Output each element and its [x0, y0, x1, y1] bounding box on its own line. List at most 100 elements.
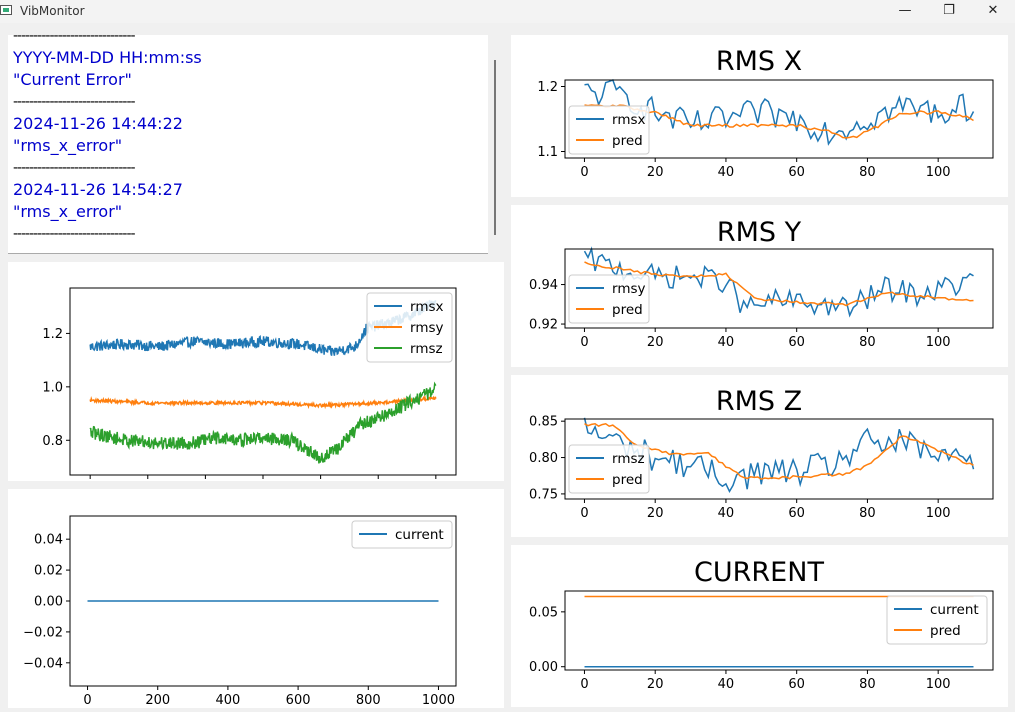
y-tick-label: −0.04 — [23, 656, 63, 671]
current-chart: CURRENT 0 20 40 60 80 100 0.00 0.05 current pred — [529, 557, 994, 692]
window-title: VibMonitor — [20, 4, 85, 18]
log-scroll-thumb[interactable] — [494, 60, 496, 235]
y-tick-label: 1.1 — [537, 145, 558, 160]
y-tick-label: 0.8 — [42, 434, 63, 449]
x-tick-label: 0 — [83, 693, 91, 708]
close-button[interactable]: ✕ — [987, 3, 999, 18]
legend-label: pred — [612, 133, 643, 149]
chart-legend: rmsx pred — [568, 105, 650, 155]
chart-title: CURRENT — [694, 557, 824, 588]
log-entry: 2024-11-26 14:54:27 — [13, 180, 183, 199]
rms-y-chart: RMS Y 0 20 40 60 80 100 0.92 0.94 rmsy pred — [529, 217, 994, 350]
chart-legend: current pred — [886, 595, 988, 645]
current-overview-panel: 0 200 400 600 800 1000 0.04 0.02 0.00 −0.02 −0.04 c… — [8, 489, 504, 708]
title-bar: VibMonitor — ❐ ✕ — [0, 0, 1015, 23]
x-tick-label: 20 — [647, 165, 664, 180]
legend-label: pred — [930, 623, 961, 639]
current-overview-chart: 0 200 400 600 800 1000 0.04 0.02 0.00 −0.02 −0.04 c… — [23, 515, 457, 708]
x-tick-label: 80 — [859, 506, 876, 521]
chart-legend: rmsz pred — [568, 444, 650, 494]
x-tick-label: 60 — [788, 335, 805, 350]
x-tick-label: 60 — [788, 165, 805, 180]
minimize-button[interactable]: — — [898, 3, 912, 18]
app-icon — [0, 5, 12, 15]
x-tick-label: 40 — [718, 677, 735, 692]
rms-x-chart: RMS X 0 20 40 60 80 100 1.1 1.2 rmsx pred — [537, 46, 994, 180]
x-tick-label: 60 — [788, 677, 805, 692]
legend-box — [366, 292, 453, 363]
series-line-rmsy — [89, 394, 437, 410]
chart-legend: current — [351, 520, 453, 549]
legend-label: rmsy — [612, 281, 646, 297]
legend-label: rmsz — [612, 451, 645, 467]
x-tick-label: 100 — [926, 506, 951, 521]
x-tick-label: 80 — [859, 335, 876, 350]
x-tick-label: 100 — [926, 165, 951, 180]
series-line-rmsx — [584, 79, 975, 146]
x-tick-label: 200 — [145, 693, 170, 708]
x-tick-label: 20 — [647, 335, 664, 350]
chart-legend: rmsx rmsy rmsz — [366, 292, 453, 363]
rms-z-chart: RMS Z 0 20 40 60 80 100 0.75 0.80 0.85 rmsz pred — [529, 386, 994, 521]
maximize-button[interactable]: ❐ — [943, 3, 955, 18]
legend-label: pred — [612, 472, 643, 488]
current-panel: CURRENT 0 20 40 60 80 100 0.00 0.05 current pred — [511, 545, 1008, 707]
y-tick-label: 0.00 — [34, 595, 63, 610]
log-entry: 2024-11-26 14:44:22 — [13, 114, 183, 133]
legend-label: rmsx — [612, 112, 646, 128]
log-separator: ------------------------------ — [13, 94, 136, 110]
log-separator: ------------------------------ — [13, 226, 136, 242]
plot-frame — [564, 418, 994, 500]
series-line-rmsz — [89, 381, 437, 464]
log-entry: "rms_x_error" — [13, 202, 123, 221]
legend-label: pred — [612, 302, 643, 318]
y-tick-label: 0.92 — [529, 318, 558, 333]
legend-box — [351, 520, 453, 549]
x-tick-label: 80 — [859, 677, 876, 692]
log-scrollbar[interactable] — [488, 35, 502, 253]
y-tick-label: 0.80 — [529, 451, 558, 466]
series-line-rmsy — [583, 246, 974, 318]
y-tick-label: 1.2 — [42, 327, 63, 342]
legend-label: current — [930, 602, 979, 618]
x-tick-label: 0 — [580, 165, 588, 180]
log-separator: ------------------------------ — [13, 160, 136, 176]
y-tick-label: 1.0 — [42, 380, 63, 395]
y-tick-label: 0.04 — [34, 533, 63, 548]
legend-label: rmsz — [410, 341, 443, 357]
plot-frame — [564, 79, 994, 159]
y-tick-label: 0.00 — [529, 660, 558, 675]
chart-title: RMS X — [716, 46, 802, 77]
error-log[interactable]: ------------------------------ YYYY-MM-DD… — [8, 35, 488, 254]
y-tick-label: 0.75 — [529, 487, 558, 502]
x-tick-label: 100 — [926, 677, 951, 692]
x-tick-label: 80 — [859, 165, 876, 180]
plot-frame — [564, 248, 994, 329]
log-entry: YYYY-MM-DD HH:mm:ss — [13, 48, 202, 67]
x-tick-label: 40 — [718, 506, 735, 521]
log-separator: ------------------------------ — [13, 35, 136, 44]
rms-z-panel: RMS Z 0 20 40 60 80 100 0.75 0.80 0.85 rmsz pred — [511, 375, 1008, 537]
x-tick-label: 800 — [356, 693, 381, 708]
legend-label: rmsx — [410, 299, 444, 315]
x-tick-label: 600 — [286, 693, 311, 708]
x-tick-label: 20 — [647, 506, 664, 521]
legend-label: rmsy — [410, 320, 444, 336]
rms-y-panel: RMS Y 0 20 40 60 80 100 0.92 0.94 rmsy pred — [511, 205, 1008, 367]
x-tick-label: 0 — [580, 335, 588, 350]
x-tick-label: 20 — [647, 677, 664, 692]
x-tick-label: 40 — [718, 335, 735, 350]
x-tick-label: 60 — [788, 506, 805, 521]
x-tick-label: 100 — [926, 335, 951, 350]
x-tick-label: 0 — [580, 677, 588, 692]
rms-x-panel: RMS X 0 20 40 60 80 100 1.1 1.2 rmsx pred — [511, 35, 1008, 197]
x-tick-label: 400 — [215, 693, 240, 708]
plot-frame — [564, 590, 994, 671]
chart-legend: rmsy pred — [568, 274, 650, 324]
log-entry: "Current Error" — [13, 70, 132, 89]
chart-title: RMS Z — [716, 386, 802, 417]
chart-title: RMS Y — [717, 217, 802, 248]
y-tick-label: −0.02 — [23, 625, 63, 640]
